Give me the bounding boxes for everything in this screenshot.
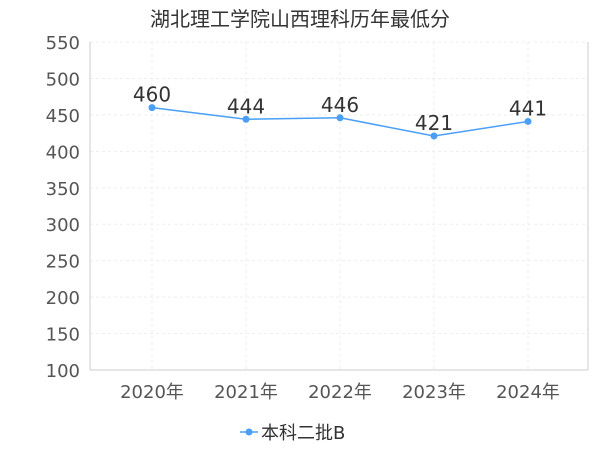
x-tick-label: 2021年 [214,382,278,403]
x-tick-label: 2024年 [496,382,560,403]
y-tick-label: 450 [46,106,80,127]
y-tick-label: 250 [46,252,80,273]
y-tick-label: 350 [46,179,80,200]
legend-label: 本科二批B [261,423,345,444]
x-tick-label: 2020年 [120,382,184,403]
y-tick-label: 300 [46,215,80,236]
data-point [336,114,344,122]
x-tick-label: 2023年 [402,382,466,403]
data-label: 444 [227,94,265,118]
data-point [430,132,438,140]
data-labels: 460 444 446 421 441 [133,83,547,135]
data-point [524,117,532,125]
x-tick-label: 2022年 [308,382,372,403]
series-layer [148,104,532,140]
data-label: 446 [321,93,359,117]
data-label: 460 [133,83,171,107]
data-label: 441 [509,96,547,120]
y-tick-label: 100 [46,361,80,382]
data-point [148,104,156,112]
y-axis-ticks: 100 150 200 250 300 350 400 450 500 550 [46,33,80,382]
y-tick-label: 400 [46,142,80,163]
data-point [242,115,250,123]
axes [89,42,589,371]
legend-swatch-marker [245,428,253,436]
y-tick-label: 500 [46,69,80,90]
data-label: 421 [415,111,453,135]
legend[interactable]: 本科二批B [240,423,345,444]
x-axis-ticks: 2020年 2021年 2022年 2023年 2024年 [120,382,560,403]
y-tick-label: 200 [46,288,80,309]
y-tick-label: 150 [46,325,80,346]
chart-title: 湖北理工学院山西理科历年最低分 [150,7,450,31]
y-tick-label: 550 [46,33,80,54]
